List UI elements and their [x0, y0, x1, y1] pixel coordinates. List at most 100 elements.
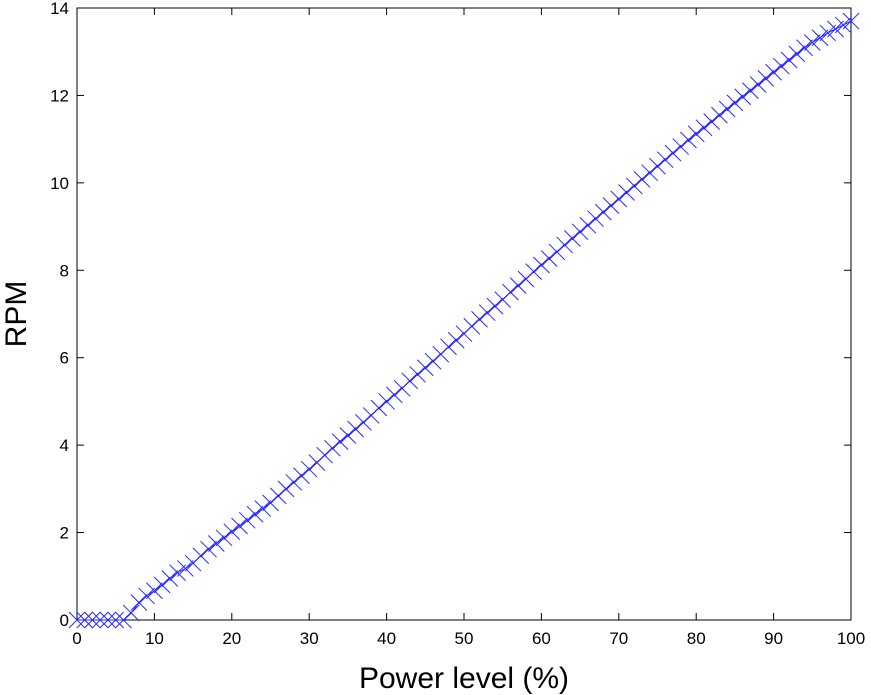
data-point: [246, 505, 264, 523]
data-point: [231, 517, 248, 535]
data-point: [579, 216, 597, 234]
data-point: [130, 594, 148, 611]
data-point: [618, 184, 635, 201]
data-point: [819, 24, 837, 42]
data-point: [656, 151, 674, 169]
data-point: [107, 611, 125, 629]
data-point: [471, 310, 488, 328]
data-point: [478, 304, 496, 322]
data-point: [796, 39, 813, 57]
data-point: [672, 138, 690, 155]
data-point: [223, 523, 241, 541]
data-point: [695, 119, 713, 137]
data-point: [602, 197, 620, 214]
data-point: [99, 611, 117, 629]
data-point: [378, 393, 395, 410]
data-point: [355, 414, 372, 431]
data-point: [556, 236, 573, 254]
y-tick-label: 6: [60, 349, 69, 368]
data-point: [293, 467, 310, 485]
y-axis: 0 2 4 6 8 10 12 14: [50, 0, 851, 630]
data-point: [262, 494, 279, 512]
data-point: [726, 94, 744, 112]
data-point: [788, 45, 806, 63]
data-point: [285, 473, 303, 491]
data-point: [827, 20, 844, 38]
x-tick-label: 0: [72, 629, 81, 648]
data-point: [486, 297, 504, 315]
data-point: [370, 399, 388, 417]
data-point: [207, 535, 225, 552]
data-point: [401, 372, 419, 390]
x-tick-label: 30: [300, 629, 319, 648]
data-point: [339, 427, 357, 444]
data-point: [594, 203, 612, 221]
data-point: [533, 256, 550, 274]
data-point: [440, 338, 457, 356]
x-axis: 0 10 20 30 40 50 60 70 80 90 100: [72, 8, 865, 648]
data-point: [122, 604, 140, 622]
data-point: [641, 164, 659, 182]
data-point: [509, 277, 527, 294]
data-point: [718, 100, 736, 118]
data-point: [540, 250, 558, 267]
x-tick-label: 80: [687, 629, 706, 648]
x-axis-title: Power level (%): [359, 662, 569, 695]
data-point: [703, 113, 721, 131]
data-point: [757, 70, 775, 87]
data-point: [91, 611, 109, 629]
data-point: [177, 560, 194, 577]
data-point: [780, 51, 798, 69]
data-point: [269, 487, 287, 505]
data-point: [772, 57, 790, 75]
data-point: [192, 547, 210, 565]
data-point: [749, 76, 767, 93]
data-point: [424, 352, 442, 370]
data-point: [680, 131, 697, 149]
data-point: [324, 439, 341, 457]
data-point: [803, 34, 821, 51]
x-tick-label: 100: [837, 629, 865, 648]
data-point: [238, 511, 256, 529]
data-point: [254, 500, 272, 517]
data-point: [146, 582, 163, 600]
x-tick-label: 70: [609, 629, 628, 648]
data-point: [842, 12, 860, 30]
data-point: [161, 570, 179, 587]
y-tick-label: 14: [50, 0, 69, 18]
data-point: [625, 177, 643, 195]
data-point: [633, 171, 651, 188]
data-point: [834, 16, 852, 34]
data-point: [84, 611, 101, 629]
data-point: [571, 223, 589, 241]
series-markers: [68, 12, 860, 629]
data-point: [215, 529, 233, 547]
y-tick-label: 0: [60, 611, 69, 630]
y-tick-label: 10: [50, 174, 69, 193]
data-point: [68, 611, 86, 629]
y-tick-label: 12: [50, 86, 69, 105]
data-point: [463, 317, 481, 335]
y-axis-title: RPM: [0, 281, 33, 348]
data-point: [525, 263, 543, 280]
data-point: [649, 157, 666, 175]
data-point: [200, 540, 217, 558]
x-tick-label: 90: [764, 629, 783, 648]
data-point: [502, 283, 519, 301]
data-point: [138, 587, 156, 605]
data-point: [153, 576, 171, 594]
data-point: [347, 420, 364, 438]
data-point: [76, 611, 94, 629]
data-point: [610, 190, 628, 208]
y-tick-label: 2: [60, 524, 69, 543]
data-point: [409, 365, 426, 383]
data-point: [587, 210, 604, 228]
data-point: [711, 106, 728, 124]
data-point: [564, 230, 581, 247]
data-point: [169, 564, 186, 582]
data-point: [765, 63, 782, 81]
data-point: [687, 125, 705, 143]
x-tick-label: 10: [145, 629, 164, 648]
data-point: [664, 144, 682, 162]
